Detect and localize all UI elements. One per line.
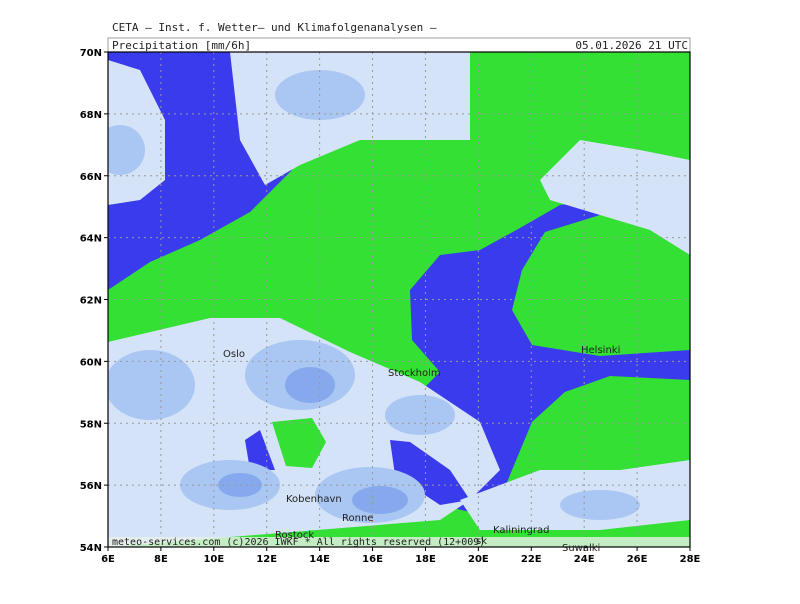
city-label: Helsinki xyxy=(581,345,620,356)
field-label: Precipitation [mm/6h] xyxy=(112,39,251,52)
lon-tick-label: 20E xyxy=(468,554,489,565)
land-patch xyxy=(272,418,326,468)
lat-tick-label: 68N xyxy=(80,110,102,121)
lon-tick-label: 14E xyxy=(309,554,330,565)
city-label: Stockholm xyxy=(388,368,441,379)
precip-light-east xyxy=(540,140,690,255)
lon-tick-label: 22E xyxy=(521,554,542,565)
footer-text: meteo-services.com (c)2026 IWKF * All ri… xyxy=(112,537,485,548)
city-label: Kaliningrad xyxy=(493,525,549,536)
lon-tick-label: 18E xyxy=(415,554,436,565)
lon-tick-label: 8E xyxy=(154,554,168,565)
city-label: Oslo xyxy=(223,349,245,360)
lon-tick-label: 10E xyxy=(203,554,224,565)
lat-tick-label: 60N xyxy=(80,357,102,368)
lon-tick-label: 24E xyxy=(574,554,595,565)
lat-tick-label: 62N xyxy=(80,296,102,307)
lat-tick-label: 64N xyxy=(80,234,102,245)
precip-medium xyxy=(108,350,195,420)
graticule xyxy=(108,52,690,547)
city-label: Suwalki xyxy=(562,543,600,554)
lat-tick-label: 58N xyxy=(80,419,102,430)
precip-heavy xyxy=(352,486,408,514)
lat-tick-label: 70N xyxy=(80,48,102,59)
baltic-states xyxy=(520,378,690,470)
city-label: Kobenhavn xyxy=(286,494,342,505)
map-title: CETA — Inst. f. Wetter— und Klimafolgena… xyxy=(112,21,437,34)
lon-tick-label: 28E xyxy=(680,554,701,565)
precip-medium xyxy=(560,490,640,520)
precip-heavy xyxy=(285,367,335,403)
lon-tick-label: 6E xyxy=(101,554,115,565)
sea-gap-east xyxy=(390,440,470,505)
precip-medium xyxy=(108,125,145,175)
lon-tick-label: 26E xyxy=(627,554,648,565)
valid-time: 05.01.2026 21 UTC xyxy=(575,39,688,52)
city-label: sk xyxy=(476,536,487,547)
city-labels: Oslo Stockholm Helsinki Kobenhavn Ronne … xyxy=(223,345,620,554)
footer-bar xyxy=(108,537,690,547)
lon-tick-label: 16E xyxy=(362,554,383,565)
precip-medium xyxy=(385,395,455,435)
map-area: meteo-services.com (c)2026 IWKF * All ri… xyxy=(108,52,690,548)
lon-tick-label: 12E xyxy=(256,554,277,565)
city-label: Rostock xyxy=(275,530,314,541)
city-label: Ronne xyxy=(342,513,373,524)
lat-tick-label: 66N xyxy=(80,172,102,183)
lat-tick-label: 56N xyxy=(80,481,102,492)
lat-tick-label: 54N xyxy=(80,543,102,554)
sea-gap xyxy=(245,430,275,470)
